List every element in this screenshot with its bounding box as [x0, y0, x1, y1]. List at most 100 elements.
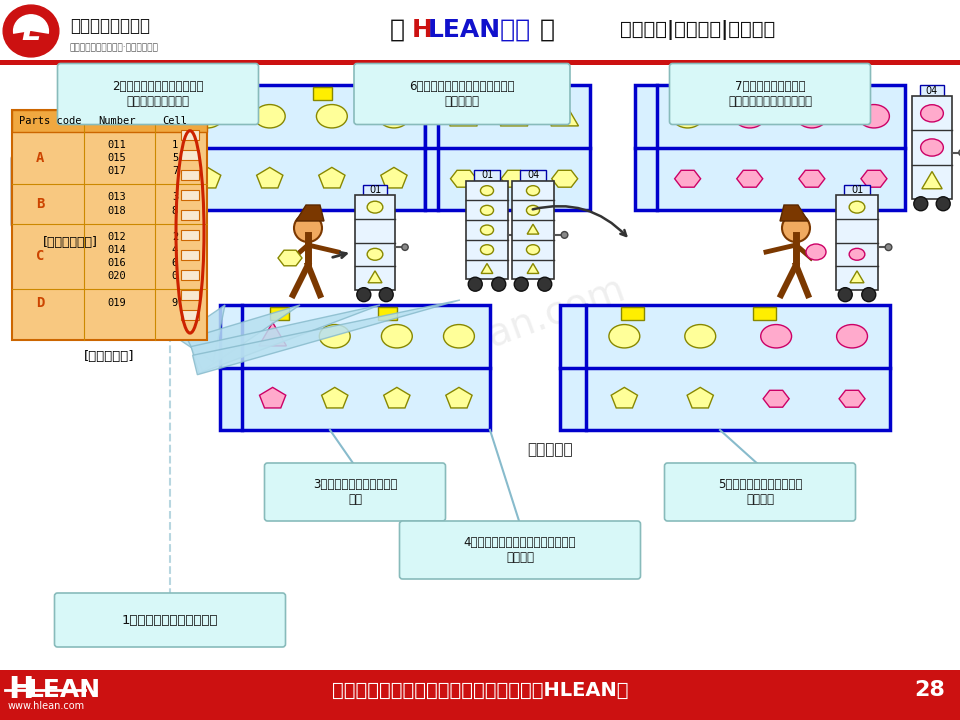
Polygon shape [687, 387, 713, 408]
FancyBboxPatch shape [753, 307, 776, 320]
Polygon shape [450, 171, 476, 187]
Text: Cell: Cell [162, 116, 187, 126]
Ellipse shape [480, 225, 493, 235]
FancyBboxPatch shape [0, 60, 960, 65]
Polygon shape [322, 387, 348, 408]
Ellipse shape [734, 104, 765, 128]
Ellipse shape [921, 104, 944, 122]
Ellipse shape [378, 104, 409, 128]
FancyBboxPatch shape [181, 290, 199, 300]
Circle shape [862, 288, 876, 302]
FancyBboxPatch shape [920, 85, 944, 96]
FancyBboxPatch shape [912, 96, 952, 199]
FancyBboxPatch shape [399, 521, 640, 579]
Ellipse shape [609, 325, 639, 348]
Polygon shape [736, 171, 763, 187]
Text: 9: 9 [172, 298, 179, 308]
Circle shape [468, 277, 482, 291]
FancyBboxPatch shape [836, 195, 878, 289]
Ellipse shape [836, 325, 868, 348]
Ellipse shape [367, 201, 383, 213]
Text: H: H [412, 18, 433, 42]
Ellipse shape [526, 245, 540, 255]
FancyBboxPatch shape [181, 130, 199, 140]
Text: 3）根据顺立清单开始部品
配台: 3）根据顺立清单开始部品 配台 [313, 478, 397, 506]
Text: 6）将配台完了的子台车放到事前
确定的场所: 6）将配台完了的子台车放到事前 确定的场所 [409, 80, 515, 108]
Text: 5）在按照顺立清单对部件
进行确认: 5）在按照顺立清单对部件 进行确认 [718, 478, 803, 506]
FancyBboxPatch shape [265, 463, 445, 521]
Circle shape [357, 288, 371, 302]
Circle shape [914, 197, 927, 211]
Ellipse shape [367, 248, 383, 260]
Text: A: A [36, 151, 44, 165]
Text: 013
018: 013 018 [108, 192, 127, 215]
Ellipse shape [806, 244, 826, 260]
Text: LEAN: LEAN [28, 678, 101, 702]
Circle shape [936, 197, 950, 211]
FancyBboxPatch shape [0, 0, 960, 60]
Ellipse shape [320, 325, 350, 348]
Polygon shape [256, 167, 283, 188]
Text: 精益生产促进中心: 精益生产促进中心 [70, 17, 150, 35]
Ellipse shape [684, 325, 716, 348]
Polygon shape [445, 387, 472, 408]
Text: www.hlean.com: www.hlean.com [153, 145, 348, 235]
FancyBboxPatch shape [181, 210, 199, 220]
Polygon shape [259, 323, 286, 346]
Text: 1）根据顺立清单开始作业: 1）根据顺立清单开始作业 [122, 613, 218, 626]
FancyBboxPatch shape [560, 305, 890, 430]
Ellipse shape [921, 139, 944, 156]
Text: 4）根据收容数将看板放入子台车的
看板箱中: 4）根据收容数将看板放入子台车的 看板箱中 [464, 536, 576, 564]
FancyBboxPatch shape [512, 181, 554, 279]
Ellipse shape [444, 325, 474, 348]
Ellipse shape [526, 186, 540, 196]
Ellipse shape [760, 325, 792, 348]
Polygon shape [187, 305, 300, 372]
FancyBboxPatch shape [466, 181, 508, 279]
Text: 28: 28 [915, 680, 946, 700]
FancyBboxPatch shape [12, 110, 207, 132]
Text: [顺建指示票]: [顺建指示票] [84, 349, 134, 362]
Polygon shape [922, 171, 942, 189]
Text: 3
8: 3 8 [172, 192, 179, 215]
FancyBboxPatch shape [621, 307, 644, 320]
Text: 7）取下一个顺建台车
（继续下一些品种的顺建）: 7）取下一个顺建台车 （继续下一些品种的顺建） [728, 80, 812, 108]
Text: 04: 04 [527, 171, 540, 181]
Ellipse shape [797, 104, 828, 128]
FancyBboxPatch shape [354, 63, 570, 125]
Ellipse shape [381, 325, 412, 348]
Ellipse shape [858, 104, 889, 128]
Circle shape [885, 244, 892, 251]
Polygon shape [296, 205, 324, 221]
Ellipse shape [526, 205, 540, 215]
Text: 【: 【 [390, 18, 405, 42]
Circle shape [402, 244, 408, 251]
FancyBboxPatch shape [0, 65, 960, 670]
Polygon shape [861, 171, 887, 187]
Text: 011
015
017: 011 015 017 [108, 140, 127, 176]
FancyBboxPatch shape [155, 85, 425, 210]
FancyBboxPatch shape [181, 310, 199, 320]
Circle shape [379, 288, 394, 302]
Polygon shape [675, 171, 701, 187]
Text: D: D [36, 296, 44, 310]
FancyBboxPatch shape [181, 150, 199, 160]
Ellipse shape [850, 201, 865, 213]
Text: 做行业标杆，找精弘益；要幸福高效，用HLEAN！: 做行业标杆，找精弘益；要幸福高效，用HLEAN！ [332, 680, 628, 700]
Ellipse shape [480, 205, 493, 215]
Polygon shape [481, 264, 492, 274]
FancyBboxPatch shape [669, 63, 871, 125]
Polygon shape [551, 102, 579, 126]
Text: www.hlean.com: www.hlean.com [8, 701, 85, 711]
Ellipse shape [672, 104, 703, 128]
Text: 2
4
6
0: 2 4 6 0 [172, 232, 179, 282]
FancyBboxPatch shape [845, 185, 870, 195]
Polygon shape [381, 167, 407, 188]
Text: 精益生产|智能制造|管理前沿: 精益生产|智能制造|管理前沿 [620, 20, 776, 40]
FancyBboxPatch shape [181, 250, 199, 260]
Text: www.hlean.com: www.hlean.com [329, 270, 631, 410]
FancyBboxPatch shape [635, 85, 905, 210]
FancyBboxPatch shape [181, 270, 199, 280]
Text: 【顺建区】: 【顺建区】 [527, 443, 573, 457]
Polygon shape [177, 305, 225, 362]
